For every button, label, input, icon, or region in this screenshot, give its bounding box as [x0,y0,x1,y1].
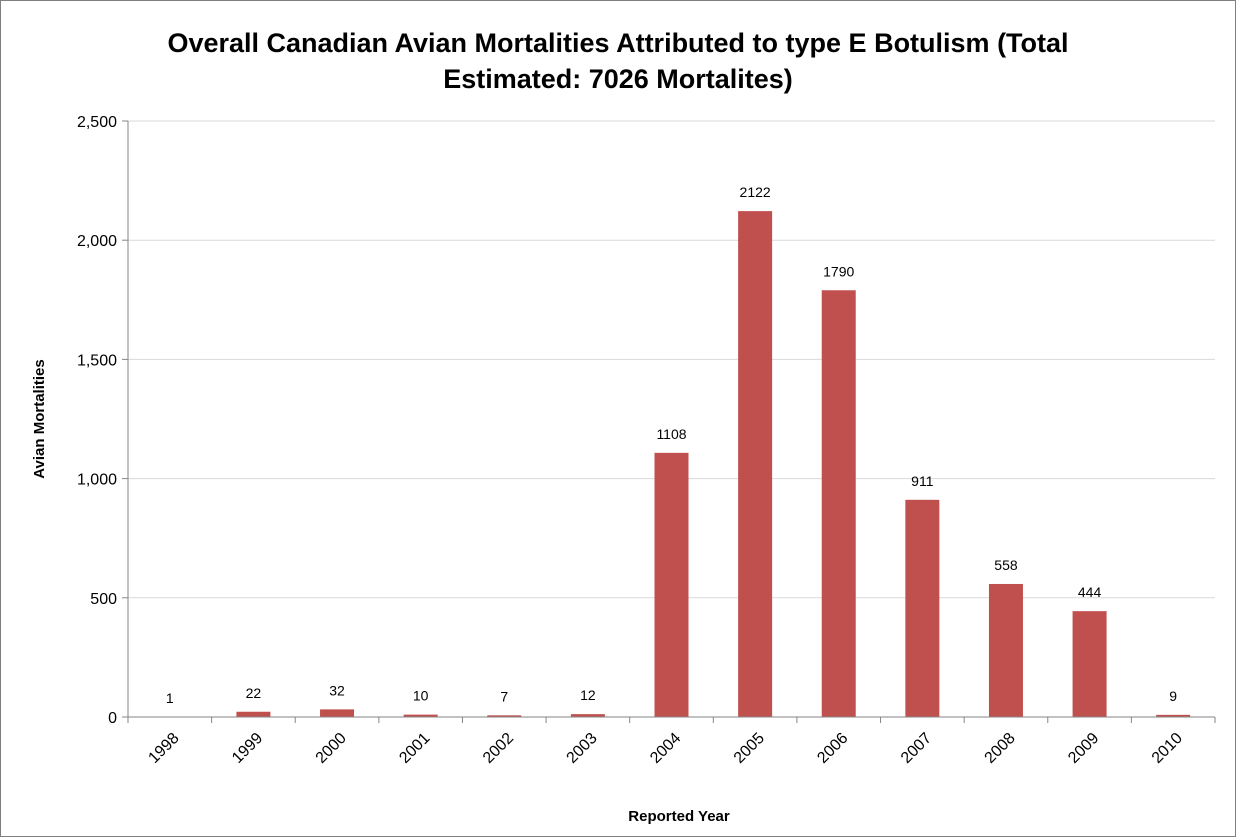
y-tick-label: 500 [90,591,117,608]
data-label: 12 [580,687,596,703]
y-tick-label: 2,000 [77,233,117,250]
x-tick-label: 2003 [564,730,601,767]
data-label: 1108 [656,426,686,442]
x-tick-label: 2007 [898,730,935,767]
bar [821,290,856,717]
x-tick-label: 2006 [814,730,851,767]
y-tick-label: 1,500 [77,352,117,369]
bars [152,211,1191,718]
x-tick-label: 2010 [1149,730,1186,767]
data-label: 2122 [740,184,771,200]
bar [905,499,940,717]
x-tick-label: 1999 [229,730,266,767]
bar [988,583,1023,717]
y-tick-labels: 0 500 1,000 1,500 2,000 2,500 [77,114,117,727]
data-label: 1 [166,690,174,706]
y-axis-title: Avian Mortalities [31,359,48,478]
chart-title-line-1: Overall Canadian Avian Mortalities Attri… [167,28,1068,58]
bar [487,715,522,717]
x-tick-label: 2000 [313,730,350,767]
data-label: 22 [246,685,262,701]
x-tick-label: 2005 [731,730,768,767]
y-tick-label: 0 [108,710,117,727]
data-label: 444 [1078,584,1102,600]
x-tick-label: 1998 [145,730,182,767]
gridlines [128,120,1215,599]
bar [1156,714,1191,717]
data-label: 911 [911,473,934,489]
data-label: 32 [329,682,345,698]
x-tick-label: 2008 [982,730,1019,767]
bar [236,711,271,717]
data-label: 7 [500,688,508,704]
x-tick-labels: 1998 1999 2000 2001 2002 2003 2004 2005 2006 2007… [145,730,1186,767]
x-tick-label: 2002 [480,730,517,767]
bar [654,452,689,717]
x-tick-label: 2001 [396,730,433,767]
data-label: 558 [994,557,1018,573]
y-tick-label: 2,500 [77,114,117,131]
data-label: 1790 [823,263,854,279]
data-label: 10 [413,688,429,704]
bar [738,211,773,717]
x-tick-label: 2004 [647,730,684,767]
data-labels: 1 22 32 10 7 12 1108 2122 1790 911 558 444 9 [166,184,1177,706]
bar [320,709,355,717]
y-tick-label: 1,000 [77,472,117,489]
bar [1072,611,1107,717]
x-axis-title: Reported Year [628,808,730,825]
bar [403,714,438,717]
chart-title-line-2: Estimated: 7026 Mortalites) [443,64,793,94]
x-tick-label: 2009 [1065,730,1102,767]
bar [570,714,605,717]
data-label: 9 [1169,688,1177,704]
axes [122,120,1216,723]
